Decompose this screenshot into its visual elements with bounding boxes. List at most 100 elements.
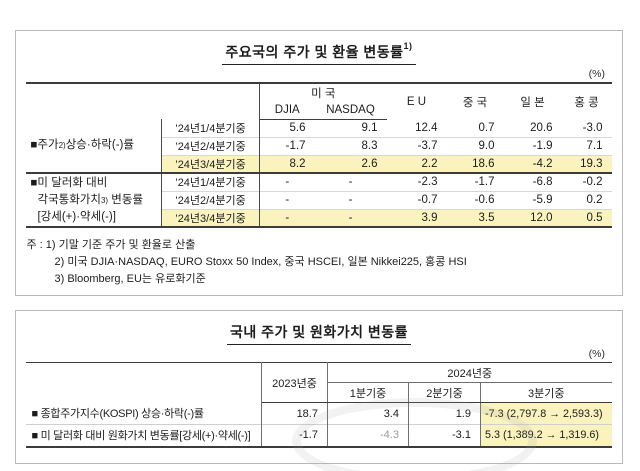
value-cell: 12.0 [503, 208, 562, 227]
group2-label-line3: [강세(+)·약세(-)] [37, 210, 116, 223]
value-cell: - [259, 190, 315, 209]
value-cell-highlighted: 5.3 (1,389.2 → 1,319.6) [480, 424, 612, 447]
table2-unit-label: (%) [588, 348, 605, 360]
table1-group1-label: ■주가2)상승·하락(-)률 [26, 119, 162, 173]
value-cell: 9.0 [446, 136, 504, 155]
value-cell: -0.6 [446, 190, 504, 209]
value-cell: - [314, 190, 387, 209]
value-cell: 3.9 [386, 208, 447, 227]
group1-label-footnote-marker: 2) [58, 141, 66, 150]
value-cell: 2.6 [314, 154, 387, 173]
group2-label-line2: 각국통화가치 [37, 193, 101, 206]
table1-title-footnote-marker: 1) [403, 41, 413, 51]
period-cell: ’24년3/4분기중 [161, 208, 260, 227]
table-row: ’24년2/4분기중 -1.7 8.3 -3.7 9.0 -1.9 7.1 [26, 136, 612, 155]
major-countries-change-table: 미 국 E U 중 국 일 본 홍 콩 DJIA NASDAQ ■주가2)상승·… [26, 82, 612, 228]
value-cell: 0.2 [561, 190, 612, 209]
value-cell: 3.4 [327, 402, 409, 425]
value-cell: -5.9 [503, 190, 562, 209]
value-cell: 20.6 [530, 121, 553, 134]
table1-corner-cell [26, 83, 260, 119]
value-cell: 18.6 [446, 154, 504, 173]
value-cell: -1.7 [446, 172, 504, 191]
group2-label-line1: ■미 달러화 대비 [30, 176, 108, 189]
table2-header-q2: 2분기중 [408, 382, 481, 403]
group1-label-pre: ■주가 [30, 139, 59, 151]
period-cell: ’24년2/4분기중 [161, 190, 260, 209]
table2-header-2024-group: 2024년중 [327, 362, 612, 383]
group2-label-footnote-marker: 3) [100, 195, 109, 205]
footnote-3: 3) Bloomberg, EU는 유로화기준 [54, 273, 206, 285]
group2-label-line2-post: 변동률 [108, 193, 144, 206]
table2-title-wrap: 국내 주가 및 원화가치 변동률 [16, 322, 622, 345]
table-row: ■ 종합주가지수(KOSPI) 상승·하락(-)률 18.7 3.4 1.9 -… [26, 402, 612, 425]
domestic-change-table: 2023년중 2024년중 1분기중 2분기중 3분기중 ■ 종합주가지수(KO… [26, 362, 612, 448]
value-cell: 8.3 [314, 136, 387, 155]
domestic-table-panel: 국내 주가 및 원화가치 변동률 (%) 2023년중 2024년중 1분기중 … [15, 310, 623, 464]
value-cell: 3.5 [446, 208, 504, 227]
table-row-highlighted: ’24년3/4분기중 8.2 2.6 2.2 18.6 -4.2 19.3 [26, 154, 612, 173]
table1-title-text: 주요국의 주가 및 환율 변동률 [225, 44, 404, 60]
value-cell: - [259, 172, 315, 191]
value-cell: 2.2 [386, 154, 447, 173]
table1-title-wrap: 주요국의 주가 및 환율 변동률1) [16, 42, 622, 65]
table-row: ■주가2)상승·하락(-)률 ’24년1/4분기중 5.6 9.1 12.4 0… [26, 119, 611, 173]
value-cell: -1.9 [503, 136, 562, 155]
table1-unit-label: (%) [588, 68, 605, 80]
value-cell: 1.9 [408, 402, 481, 425]
value-cell: -4.3 [327, 424, 409, 447]
period-cell: ’24년3/4분기중 [161, 154, 260, 173]
value-cell: 7.1 [561, 136, 612, 155]
value-cell: - [314, 172, 387, 191]
table1-header-hongkong: 홍 콩 [574, 96, 599, 109]
value-cell: -1.7 [259, 136, 315, 155]
kospi-row-label: ■ 종합주가지수(KOSPI) 상승·하락(-)률 [26, 402, 262, 425]
value-cell: -2.3 [386, 172, 447, 191]
table1-header-china: 중 국 [462, 96, 488, 109]
period-cell: ’24년2/4분기중 [161, 136, 260, 155]
value-cell: -0.2 [561, 172, 612, 191]
value-cell: 5.6 [289, 122, 306, 134]
period-cell: ’24년1/4분기중 [161, 119, 260, 137]
value-cell: - [314, 208, 387, 227]
value-cell: 0.7 [478, 121, 495, 134]
table2-corner-cell [26, 362, 262, 403]
table1-title: 주요국의 주가 및 환율 변동률1) [222, 41, 416, 65]
value-cell: -4.2 [503, 154, 562, 173]
table-row: ’24년2/4분기중 - - -0.7 -0.6 -5.9 0.2 [26, 190, 612, 209]
value-cell: 8.2 [259, 154, 315, 173]
value-cell: - [259, 208, 315, 227]
table1-header-eu: E U [406, 95, 427, 108]
value-cell: 12.4 [415, 121, 438, 134]
table-row-highlighted: ’24년3/4분기중 - - 3.9 3.5 12.0 0.5 [26, 208, 612, 227]
value-cell: 0.5 [561, 208, 612, 227]
table2-header-q1: 1분기중 [327, 382, 409, 403]
table2-header-q3: 3분기중 [480, 382, 612, 403]
table2-title: 국내 주가 및 원화가치 변동률 [226, 322, 412, 345]
footnote-1: 주 : 1) 기말 기준 주가 및 환율로 산출 [26, 239, 196, 251]
table1-header-us-group: 미 국 [311, 87, 336, 100]
value-cell: -3.7 [386, 136, 447, 155]
won-value-row-label: ■ 미 달러화 대비 원화가치 변동률[강세(+)·약세(-)] [26, 424, 262, 447]
table-row: ■ 미 달러화 대비 원화가치 변동률[강세(+)·약세(-)] -1.7 -4… [26, 424, 612, 447]
table2-header-2023: 2023년중 [261, 362, 328, 403]
value-cell: -6.8 [503, 172, 562, 191]
footnote-2: 2) 미국 DJIA·NASDAQ, EURO Stoxx 50 Index, … [54, 256, 467, 268]
value-cell: 9.1 [361, 122, 378, 134]
period-cell: ’24년1/4분기중 [161, 172, 260, 191]
table1-header-djia: DJIA [259, 101, 315, 120]
table1-footnotes: 주 : 1) 기말 기준 주가 및 환율로 산출 2) 미국 DJIA·NASD… [27, 237, 612, 288]
value-cell: -0.7 [386, 190, 447, 209]
value-cell: -3.0 [582, 121, 603, 134]
value-cell: -3.1 [408, 424, 481, 447]
value-cell: 19.3 [561, 154, 612, 173]
value-cell: 18.7 [261, 402, 328, 425]
major-countries-table-panel: 주요국의 주가 및 환율 변동률1) (%) 미 국 E U 중 국 일 본 홍… [15, 30, 623, 296]
table1-header-japan: 일 본 [520, 96, 545, 109]
value-cell-highlighted: -7.3 (2,797.8 → 2,593.3) [480, 402, 612, 425]
value-cell: -1.7 [261, 424, 328, 447]
group1-label-post: 상승·하락(-)률 [65, 139, 134, 151]
